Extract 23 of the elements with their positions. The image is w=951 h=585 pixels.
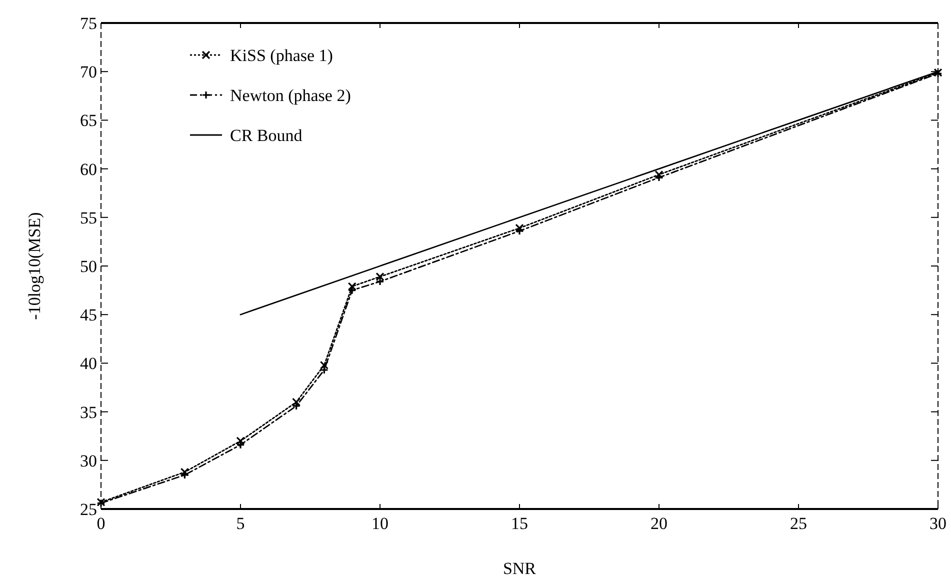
y-tick-label: 35: [80, 402, 97, 422]
x-tick-label: 15: [511, 514, 528, 533]
y-tick-label: 60: [80, 160, 97, 179]
x-tick-label: 25: [790, 514, 807, 533]
y-tick-label: 75: [80, 14, 97, 33]
x-tick-label: 0: [96, 514, 106, 533]
y-axis-title: -10log10(MSE): [25, 212, 44, 320]
y-tick-label: 55: [80, 208, 97, 228]
y-tick-label: 45: [80, 306, 97, 325]
y-tick-label: 50: [80, 256, 97, 276]
x-axis-title: SNR: [502, 559, 537, 578]
legend-label: Newton (phase 2): [230, 86, 351, 105]
x-tick-label: 20: [650, 514, 668, 533]
x-tick-label: 30: [930, 514, 946, 533]
x-tick-label: 5: [236, 514, 245, 533]
y-tick-label: 40: [80, 354, 97, 374]
legend-label: KiSS (phase 1): [230, 46, 333, 65]
y-tick-label: 30: [80, 451, 97, 470]
legend-label: CR Bound: [230, 126, 303, 145]
x-tick-label: 10: [372, 514, 388, 533]
y-tick-label: 65: [80, 111, 97, 130]
y-tick-label: 70: [80, 62, 97, 82]
y-tick-label: 25: [80, 500, 97, 519]
